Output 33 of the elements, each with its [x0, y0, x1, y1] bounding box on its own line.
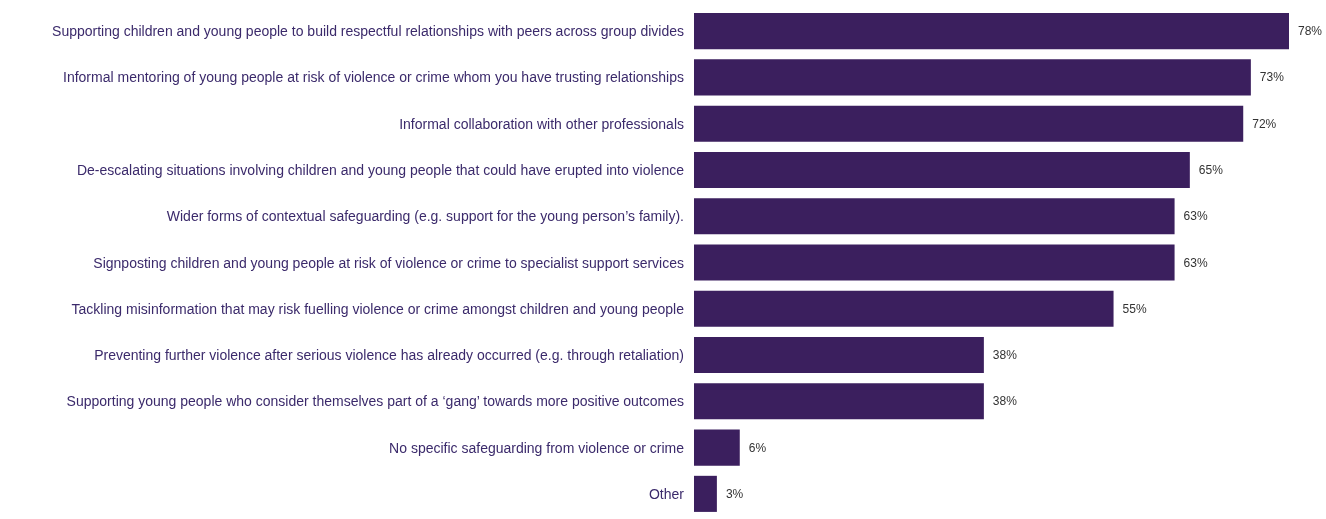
bar [694, 429, 740, 466]
data-label: 78% [1298, 24, 1323, 39]
bar [694, 198, 1175, 235]
bar [694, 475, 717, 512]
y-tick-label: Wider forms of contextual safeguarding (e.g. support for the young person’s family). [166, 208, 684, 225]
data-label: 6% [748, 440, 767, 455]
bar [694, 59, 1251, 96]
data-label: 73% [1259, 70, 1285, 85]
bar [694, 383, 984, 420]
y-tick-label: Other [648, 485, 685, 502]
data-label: 63% [1183, 209, 1208, 224]
data-label: 63% [1183, 255, 1208, 270]
bar [694, 13, 1289, 50]
bar [694, 337, 984, 374]
bar [694, 105, 1244, 142]
data-label: 65% [1198, 162, 1224, 177]
data-label: 55% [1122, 301, 1147, 316]
data-label: 72% [1252, 116, 1277, 131]
bar [694, 244, 1175, 281]
y-tick-label: No specific safeguarding from violence or crime [389, 439, 685, 456]
y-tick-label: Supporting young people who consider themselves part of a ‘gang’ towards more positive outcomes [66, 393, 684, 410]
data-label: 3% [725, 486, 744, 501]
bar [694, 151, 1190, 188]
y-tick-label: Signposting children and young people at risk of violence or crime to specialist support services [93, 254, 684, 271]
y-tick-label: Informal collaboration with other professionals [399, 115, 684, 132]
data-label: 38% [992, 394, 1018, 409]
y-tick-label: Supporting children and young people to build respectful relationships with peers across group divides [52, 23, 684, 40]
y-tick-label: De-escalating situations involving children and young people that could have erupted into violence [76, 161, 685, 178]
y-tick-label: Preventing further violence after serious violence has already occurred (e.g. through retaliation) [94, 347, 684, 364]
y-tick-label: Tackling misinformation that may risk fuelling violence or crime amongst children and young people [71, 300, 685, 317]
bar [694, 290, 1114, 327]
data-label: 38% [992, 348, 1018, 363]
y-tick-label: Informal mentoring of young people at risk of violence or crime whom you have trusting relationships [63, 69, 684, 86]
